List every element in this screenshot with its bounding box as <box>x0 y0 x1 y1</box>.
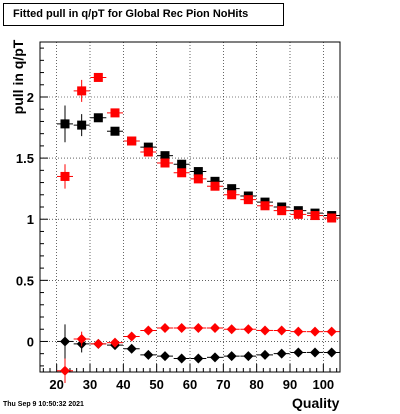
data-point-diamond <box>326 347 337 358</box>
x-tick-label: 80 <box>249 377 263 392</box>
data-point-diamond <box>176 353 187 364</box>
data-point-square <box>327 213 337 223</box>
data-point-diamond <box>60 365 70 376</box>
x-tick-label: 40 <box>116 377 130 392</box>
data-point-diamond <box>160 323 170 333</box>
data-point-diamond <box>143 325 154 336</box>
data-point-diamond <box>326 326 337 337</box>
data-point-diamond <box>260 325 270 336</box>
data-point-square <box>110 108 120 118</box>
data-point-diamond <box>126 331 137 342</box>
x-axis-label: Quality <box>292 395 340 411</box>
data-point-diamond <box>243 324 254 335</box>
data-point-square <box>160 158 170 168</box>
data-point-square <box>293 209 303 219</box>
chart-title: Fitted pull in q/pT for Global Rec Pion … <box>3 3 284 26</box>
y-tick-label: 2 <box>27 90 34 105</box>
data-point-diamond <box>193 353 204 364</box>
data-point-square <box>93 72 103 82</box>
data-point-diamond <box>126 343 137 354</box>
data-point-diamond <box>226 351 237 362</box>
data-point-diamond <box>293 347 304 358</box>
data-point-square <box>77 120 87 130</box>
data-point-square <box>177 159 187 169</box>
data-point-diamond <box>260 349 270 360</box>
x-tick-label: 90 <box>283 377 297 392</box>
y-tick-label: 1 <box>27 212 34 227</box>
data-point-square <box>227 190 237 200</box>
data-point-diamond <box>93 338 104 349</box>
x-tick-label: 30 <box>83 377 97 392</box>
data-point-diamond <box>243 351 254 362</box>
data-point-diamond <box>76 334 87 344</box>
data-point-square <box>243 195 253 205</box>
data-point-square <box>60 119 70 129</box>
data-point-diamond <box>210 352 220 363</box>
grid-layer <box>40 42 340 372</box>
data-point-square <box>110 126 120 136</box>
y-tick-label: 0.5 <box>16 273 34 288</box>
data-point-diamond <box>60 336 70 347</box>
data-point-diamond <box>310 347 320 358</box>
data-point-square <box>127 136 137 146</box>
x-tick-label: 20 <box>49 377 63 392</box>
data-point-square <box>310 211 320 221</box>
timestamp: Thu Sep 9 10:50:32 2021 <box>3 401 84 408</box>
data-point-square <box>227 184 237 194</box>
data-point-square <box>177 168 187 178</box>
data-point-square <box>143 147 153 157</box>
y-tick-label: 1.5 <box>16 151 34 166</box>
y-axis-label: pull in q/pT <box>10 39 26 115</box>
data-point-square <box>193 167 203 177</box>
data-point-diamond <box>276 348 287 359</box>
data-point-square <box>260 201 270 211</box>
data-point-diamond <box>226 324 237 335</box>
x-tick-label: 70 <box>216 377 230 392</box>
data-point-square <box>60 171 70 181</box>
data-point-square <box>160 151 170 161</box>
data-point-square <box>210 181 220 191</box>
data-point-square <box>277 206 287 216</box>
y-tick-label: 0 <box>27 334 34 349</box>
data-point-square <box>193 174 203 184</box>
data-point-diamond <box>276 325 287 336</box>
data-point-diamond <box>176 323 187 333</box>
data-point-diamond <box>310 326 320 337</box>
x-tick-label: 50 <box>149 377 163 392</box>
data-point-diamond <box>160 351 170 362</box>
axis-layer: 20 30 40 50 60 70 80 90 100 0 0.5 1 1.5 2 <box>16 47 338 392</box>
data-point-diamond <box>293 326 304 337</box>
data-point-square <box>93 113 103 123</box>
data-point-square <box>210 176 220 186</box>
data-point-diamond <box>143 349 154 360</box>
data-point-square <box>143 142 153 152</box>
data-point-diamond <box>193 323 204 333</box>
x-tick-label: 100 <box>312 377 334 392</box>
x-tick-label: 60 <box>183 377 197 392</box>
data-point-diamond <box>210 323 220 333</box>
series-layer <box>57 72 340 383</box>
data-point-diamond <box>110 337 120 348</box>
data-point-square <box>77 86 87 96</box>
